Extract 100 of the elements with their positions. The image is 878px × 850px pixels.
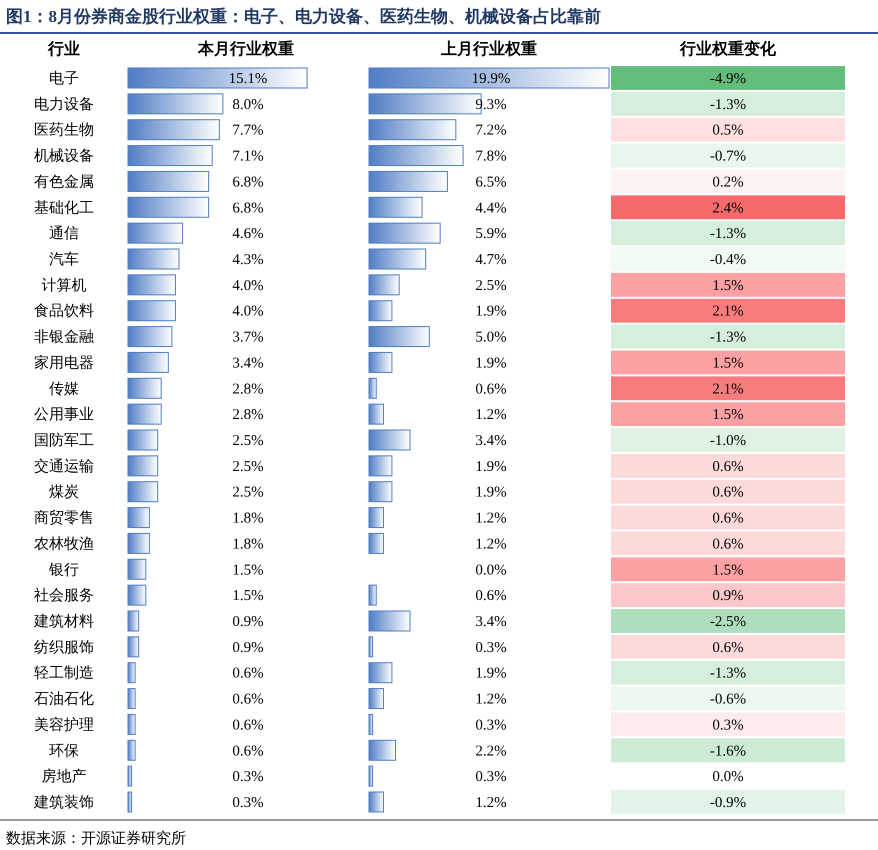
y-tick-label: 美容护理 [34, 716, 94, 734]
data-label: -1.3% [710, 96, 746, 113]
data-label: 0.0% [712, 769, 744, 786]
bar [128, 584, 146, 606]
data-label: 4.0% [232, 304, 264, 320]
data-label: 0.6% [232, 666, 264, 682]
data-label: 2.5% [232, 484, 264, 501]
data-label: 0.6% [232, 717, 264, 734]
bar [368, 766, 374, 787]
y-tick-label: 机械设备 [34, 148, 94, 165]
y-tick-label: 电子 [49, 70, 79, 87]
bar [128, 662, 136, 684]
data-label: 0.6% [475, 381, 507, 398]
bar [128, 792, 132, 812]
chart-title: 本月行业权重 [197, 40, 294, 58]
bar [368, 610, 411, 632]
bar [128, 326, 172, 348]
data-label: 4.7% [475, 252, 507, 268]
y-tick-label: 国防军工 [34, 432, 94, 449]
y-tick-label: 社会服务 [34, 587, 94, 604]
data-label: 1.5% [712, 562, 744, 578]
bar [368, 507, 384, 528]
bar [368, 326, 430, 348]
bar [368, 196, 423, 218]
data-label: 0.6% [475, 588, 507, 604]
bar [128, 507, 150, 528]
data-label: 2.8% [232, 381, 264, 398]
data-label: -1.3% [710, 226, 746, 242]
data-label: 0.6% [712, 536, 744, 552]
data-label: 8.0% [232, 96, 264, 113]
data-label: 1.5% [232, 562, 264, 578]
y-tick-label: 通信 [49, 225, 79, 242]
data-label: 2.5% [232, 433, 264, 449]
bar [368, 584, 377, 606]
data-label: 1.9% [475, 355, 507, 372]
bar [128, 274, 176, 296]
data-label: -4.9% [710, 71, 746, 87]
data-label: 0.6% [712, 484, 744, 501]
bar [128, 248, 180, 270]
bar [128, 378, 162, 399]
bar [368, 145, 464, 166]
y-tick-label: 农林牧渔 [34, 535, 94, 552]
bar [368, 352, 392, 373]
source-note: 数据来源：开源证券研究所 [6, 830, 186, 847]
bar [128, 145, 213, 166]
data-label: 1.9% [475, 458, 507, 475]
bar [128, 610, 140, 632]
data-label: 2.4% [712, 200, 744, 216]
bar [368, 481, 392, 502]
data-label: 3.4% [475, 614, 507, 630]
data-label: 1.9% [475, 304, 507, 320]
bar [368, 636, 374, 658]
y-tick-label: 家用电器 [34, 354, 94, 372]
bar [368, 119, 456, 140]
bar [128, 455, 158, 476]
data-label: -0.6% [710, 692, 746, 708]
data-label: 1.5% [232, 588, 264, 604]
bar [368, 404, 384, 425]
data-label: 2.1% [712, 381, 744, 398]
data-label: 3.4% [232, 355, 264, 372]
y-tick-label: 有色金属 [34, 173, 94, 190]
data-label: 3.4% [475, 433, 507, 449]
bar [128, 430, 158, 450]
bar [128, 766, 132, 787]
data-label: 1.5% [712, 407, 744, 424]
data-label: 1.8% [232, 536, 264, 552]
bar [368, 532, 384, 554]
y-tick-label: 非银金融 [34, 328, 94, 346]
data-label: -1.6% [710, 743, 746, 760]
data-label: 6.5% [475, 174, 507, 190]
y-tick-label: 建筑装饰 [33, 794, 94, 811]
data-label: 0.6% [712, 640, 744, 656]
data-label: 1.2% [475, 692, 507, 708]
data-label: -1.0% [710, 433, 746, 449]
text: 图1：8月份券商金股行业权重：电子、电力设备、医药生物、机械设备占比靠前 [6, 7, 601, 26]
bar [368, 792, 384, 812]
data-label: 2.8% [232, 407, 264, 424]
data-label: -1.3% [710, 330, 746, 346]
data-label: 1.8% [232, 510, 264, 527]
data-label: 7.2% [475, 122, 507, 139]
y-tick-label: 商贸零售 [34, 510, 94, 527]
bar [368, 248, 426, 270]
bar [368, 68, 610, 88]
bar [368, 455, 392, 476]
data-label: 0.6% [232, 743, 264, 760]
bar [128, 68, 308, 88]
data-label: 0.0% [475, 562, 507, 578]
y-tick-label: 纺织服饰 [34, 638, 94, 656]
data-label: 7.1% [232, 148, 264, 165]
data-label: 0.3% [232, 795, 264, 811]
bar [368, 740, 396, 761]
data-label: 7.8% [475, 148, 507, 165]
y-tick-label: 传媒 [49, 381, 79, 398]
y-axis-title: 行业 [47, 40, 80, 58]
data-label: -0.7% [710, 148, 746, 165]
data-label: 3.7% [232, 330, 264, 346]
data-label: 4.6% [232, 226, 264, 242]
y-tick-label: 石油石化 [34, 690, 94, 708]
bar [368, 378, 377, 399]
y-tick-label: 煤炭 [49, 484, 79, 501]
